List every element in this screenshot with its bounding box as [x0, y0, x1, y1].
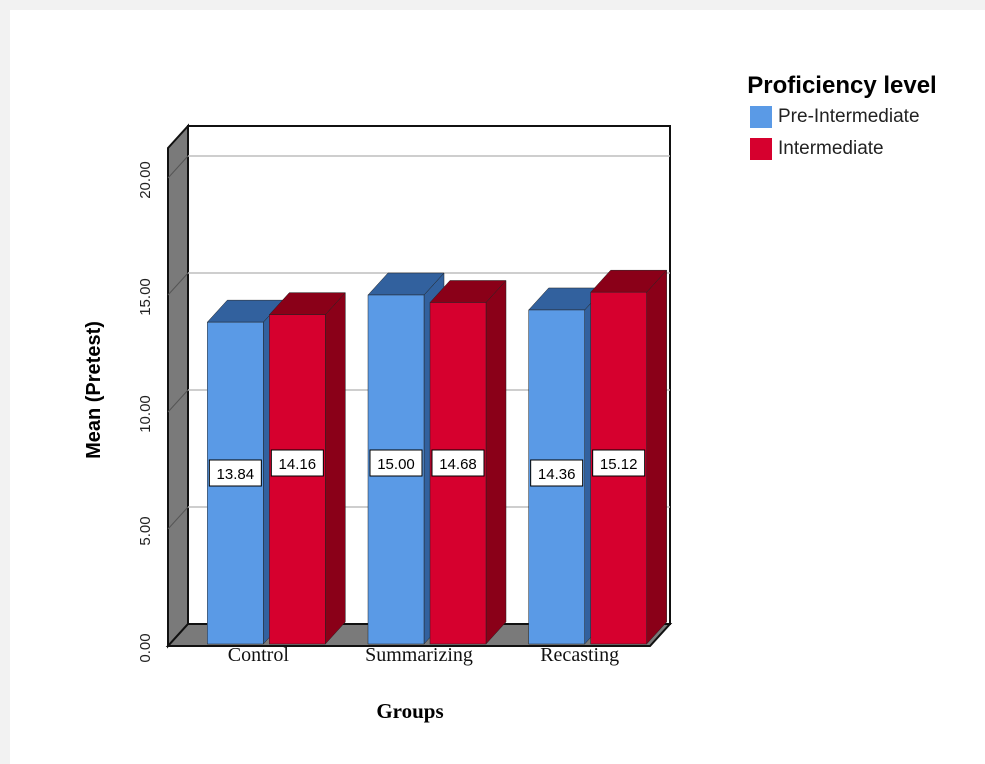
y-tick-label: 0.00: [137, 633, 154, 662]
legend-swatch-intermediate: [750, 138, 772, 160]
y-tick-label: 5.00: [137, 516, 154, 545]
bar-chart: 0.00 5.00 10.00 15.00 20.00 13.84 14.16 Control…: [83, 123, 673, 723]
legend: Proficiency level Pre-Intermediate Inter…: [747, 72, 970, 164]
x-tick-label: Recasting: [540, 644, 619, 666]
data-label-box: [530, 459, 584, 487]
x-tick-label: Summarizing: [365, 644, 473, 666]
data-label: 14.68: [439, 456, 477, 473]
legend-title: Proficiency level: [747, 72, 937, 99]
bar-side-intermediate-summarizing: [485, 279, 507, 645]
data-label-box: [369, 449, 423, 477]
data-label-box: [431, 449, 485, 477]
data-label: 14.36: [538, 466, 576, 483]
legend-item-pre-intermediate: Pre-Intermediate: [750, 102, 970, 132]
data-label: 13.84: [217, 466, 255, 483]
x-axis-title: Groups: [376, 699, 443, 723]
data-label-box: [592, 449, 646, 477]
data-label-box: [208, 459, 262, 487]
legend-label-intermediate: Intermediate: [778, 138, 884, 159]
bar-intermediate-control: [269, 314, 326, 645]
gridline-side: [167, 272, 189, 296]
gridline-side: [167, 155, 189, 179]
y-tick-label: 15.00: [137, 278, 154, 316]
legend-swatch-pre-intermediate: [750, 106, 772, 128]
legend-item-intermediate: Intermediate: [750, 134, 970, 164]
y-axis-title: Mean (Pretest): [83, 321, 105, 459]
legend-label-pre-intermediate: Pre-Intermediate: [778, 106, 920, 127]
bar-side-intermediate-control: [325, 292, 346, 645]
x-tick-label: Control: [228, 644, 290, 666]
gridline-side: [167, 506, 189, 530]
bar-side-intermediate-recasting: [646, 269, 667, 645]
plot-side-wall: [167, 123, 189, 649]
y-tick-label: 20.00: [137, 161, 154, 199]
y-tick-label: 10.00: [137, 395, 154, 433]
data-label-box: [270, 449, 324, 477]
data-label: 15.12: [600, 456, 638, 473]
chart-frame: 0.00 5.00 10.00 15.00 20.00 13.84 14.16 Control…: [10, 10, 985, 764]
data-label: 15.00: [377, 456, 415, 473]
data-label: 14.16: [279, 456, 317, 473]
gridline-side: [167, 389, 189, 413]
